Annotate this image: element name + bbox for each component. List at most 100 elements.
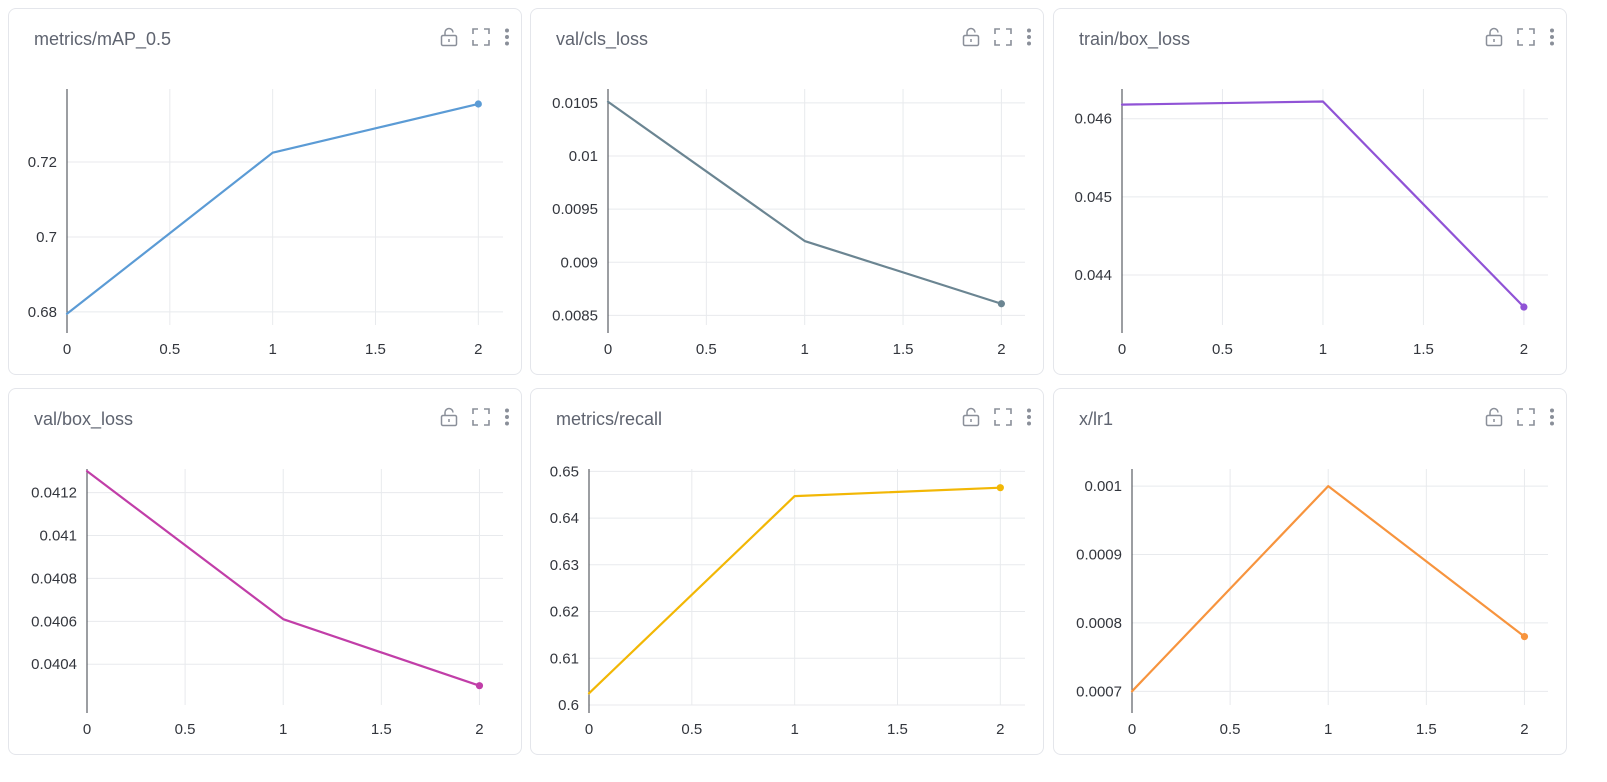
more-vert-icon bbox=[1548, 407, 1556, 427]
x-tick-label: 0 bbox=[1118, 341, 1126, 358]
line-chart: 0.6 0.61 0.62 0.63 0.64 0.65 0 0.5 1 1.5 2 bbox=[550, 463, 1025, 738]
expand-icon bbox=[471, 27, 491, 47]
line-chart: 0.044 0.045 0.046 0 0.5 1 1.5 2 bbox=[1074, 89, 1548, 358]
panel-actions bbox=[439, 27, 511, 47]
data-point[interactable] bbox=[996, 484, 1004, 492]
panel-title: metrics/recall bbox=[556, 409, 663, 429]
panel-actions bbox=[1484, 27, 1556, 47]
lock-button[interactable] bbox=[961, 407, 981, 427]
data-point[interactable] bbox=[475, 682, 484, 690]
more-vert-icon bbox=[503, 407, 511, 427]
data-point[interactable] bbox=[474, 100, 482, 108]
y-tick-label: 0.009 bbox=[560, 254, 598, 271]
y-tick-label: 0.041 bbox=[39, 528, 77, 545]
lock-button[interactable] bbox=[1484, 27, 1504, 47]
series-line bbox=[1130, 485, 1526, 693]
y-tick-label: 0.62 bbox=[550, 604, 579, 621]
x-tick-label: 0 bbox=[83, 721, 91, 738]
more-options-button[interactable] bbox=[1025, 27, 1033, 47]
expand-icon bbox=[471, 407, 491, 427]
x-tick-label: 1 bbox=[279, 721, 287, 738]
panel-actions bbox=[439, 407, 511, 427]
more-vert-icon bbox=[1025, 407, 1033, 427]
y-tick-label: 0.045 bbox=[1074, 189, 1112, 206]
panel-title: val/cls_loss bbox=[556, 29, 649, 49]
chart-panel: 0.0007 0.0008 0.0009 0.001 0 0.5 1 1.5 2 x/lr1 bbox=[1053, 388, 1567, 755]
more-options-button[interactable] bbox=[1548, 27, 1556, 47]
x-tick-label: 0 bbox=[63, 341, 71, 358]
lock-icon bbox=[961, 27, 981, 47]
x-tick-label: 0.5 bbox=[159, 341, 180, 358]
y-tick-label: 0.0404 bbox=[31, 656, 77, 673]
series-line bbox=[65, 102, 480, 315]
x-tick-label: 1 bbox=[801, 341, 809, 358]
x-tick-label: 2 bbox=[997, 341, 1005, 358]
line-chart: 0.0085 0.009 0.0095 0.01 0.0105 0 0.5 1 1.5 2 bbox=[552, 89, 1025, 358]
data-point[interactable] bbox=[997, 300, 1005, 308]
lock-button[interactable] bbox=[439, 27, 459, 47]
fullscreen-button[interactable] bbox=[1516, 407, 1536, 427]
fullscreen-button[interactable] bbox=[1516, 27, 1536, 47]
y-tick-label: 0.044 bbox=[1074, 267, 1112, 284]
lock-icon bbox=[1484, 27, 1504, 47]
x-tick-label: 1.5 bbox=[371, 721, 392, 738]
more-vert-icon bbox=[1548, 27, 1556, 47]
x-tick-label: 0 bbox=[1128, 721, 1136, 738]
x-tick-label: 0.5 bbox=[1220, 721, 1241, 738]
x-tick-label: 0.5 bbox=[696, 341, 717, 358]
panel-title: val/box_loss bbox=[34, 409, 134, 429]
x-tick-label: 1.5 bbox=[1413, 341, 1434, 358]
x-tick-label: 1 bbox=[790, 721, 798, 738]
lock-icon bbox=[439, 27, 459, 47]
y-tick-label: 0.6 bbox=[558, 697, 579, 714]
x-tick-label: 1.5 bbox=[887, 721, 908, 738]
more-options-button[interactable] bbox=[1025, 407, 1033, 427]
x-tick-label: 0 bbox=[604, 341, 612, 358]
panel-actions bbox=[961, 27, 1033, 47]
more-options-button[interactable] bbox=[1548, 407, 1556, 427]
panel-title: train/box_loss bbox=[1079, 29, 1191, 49]
panel-title: x/lr1 bbox=[1079, 409, 1114, 429]
more-options-button[interactable] bbox=[503, 27, 511, 47]
lock-button[interactable] bbox=[1484, 407, 1504, 427]
lock-icon bbox=[1484, 407, 1504, 427]
chart-panel: 0.044 0.045 0.046 0 0.5 1 1.5 2 train/box_loss bbox=[1053, 8, 1567, 375]
x-tick-label: 1.5 bbox=[893, 341, 914, 358]
lock-icon bbox=[961, 407, 981, 427]
more-vert-icon bbox=[503, 27, 511, 47]
lock-button[interactable] bbox=[961, 27, 981, 47]
x-tick-label: 2 bbox=[996, 721, 1004, 738]
line-chart: 0.0007 0.0008 0.0009 0.001 0 0.5 1 1.5 2 bbox=[1076, 469, 1548, 738]
y-tick-label: 0.7 bbox=[36, 229, 57, 246]
fullscreen-button[interactable] bbox=[471, 27, 491, 47]
series-line bbox=[85, 470, 481, 687]
fullscreen-button[interactable] bbox=[993, 27, 1013, 47]
expand-icon bbox=[1516, 27, 1536, 47]
x-tick-label: 2 bbox=[475, 721, 483, 738]
expand-icon bbox=[1516, 407, 1536, 427]
y-tick-label: 0.001 bbox=[1084, 478, 1122, 495]
x-tick-label: 1 bbox=[268, 341, 276, 358]
y-tick-label: 0.63 bbox=[550, 557, 579, 574]
fullscreen-button[interactable] bbox=[471, 407, 491, 427]
y-tick-label: 0.0412 bbox=[31, 485, 77, 502]
lock-icon bbox=[439, 407, 459, 427]
x-tick-label: 0.5 bbox=[175, 721, 196, 738]
y-tick-label: 0.0008 bbox=[1076, 615, 1122, 632]
lock-button[interactable] bbox=[439, 407, 459, 427]
data-point[interactable] bbox=[1520, 303, 1528, 311]
x-tick-label: 0.5 bbox=[681, 721, 702, 738]
data-point[interactable] bbox=[1520, 632, 1529, 641]
x-tick-label: 1.5 bbox=[365, 341, 386, 358]
y-tick-label: 0.0009 bbox=[1076, 547, 1122, 564]
line-chart: 0.0404 0.0406 0.0408 0.041 0.0412 0 0.5 1 1.5 2 bbox=[31, 469, 503, 738]
chart-panel: 0.6 0.61 0.62 0.63 0.64 0.65 0 0.5 1 1.5 2 metrics/… bbox=[530, 388, 1044, 755]
x-tick-label: 0.5 bbox=[1212, 341, 1233, 358]
expand-icon bbox=[993, 407, 1013, 427]
more-options-button[interactable] bbox=[503, 407, 511, 427]
y-tick-label: 0.0085 bbox=[552, 307, 598, 324]
chart-panel: 0.68 0.7 0.72 0 0.5 1 1.5 2 metrics/mAP_0.5 bbox=[8, 8, 522, 375]
fullscreen-button[interactable] bbox=[993, 407, 1013, 427]
y-tick-label: 0.0406 bbox=[31, 613, 77, 630]
